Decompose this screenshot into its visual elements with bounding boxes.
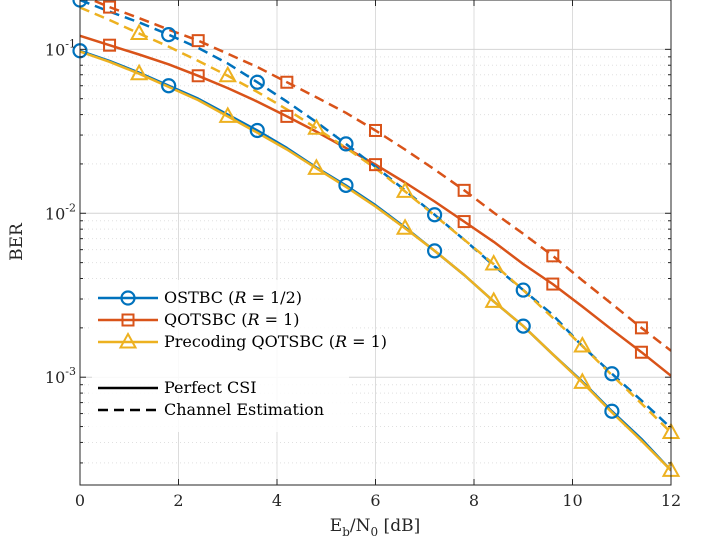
x-axis-label: Eb/N0 [dB] xyxy=(330,516,420,539)
legend-label-prefix: OSTBC ( xyxy=(164,288,234,307)
x-tick-label: 10 xyxy=(562,491,582,510)
legend-label-suffix: = 1) xyxy=(260,310,300,329)
y-tick-exponent: -3 xyxy=(65,365,76,378)
legend-label-prefix: QOTSBC ( xyxy=(164,310,248,329)
legend-label-var: R xyxy=(247,310,260,329)
legend-label-prefix: Precoding QOTSBC ( xyxy=(164,332,335,351)
legend-label: QOTSBC (R = 1) xyxy=(164,310,300,329)
y-tick-exponent: -2 xyxy=(65,201,76,214)
legend-label: OSTBC (R = 1/2) xyxy=(164,288,302,307)
xlabel-tail: [dB] xyxy=(378,516,420,536)
xlabel-mid: /N xyxy=(350,516,371,536)
legend: OSTBC (R = 1/2)QOTSBC (R = 1)Precoding Q… xyxy=(92,280,387,432)
x-tick-label: 8 xyxy=(469,491,479,510)
y-tick-label: 10-3 xyxy=(45,365,76,387)
legend-label: Perfect CSI xyxy=(164,378,257,397)
y-tick-base: 10 xyxy=(45,204,65,223)
x-tick-label: 4 xyxy=(272,491,282,510)
y-tick-label: 10-1 xyxy=(45,37,76,59)
legend-label-suffix: = 1) xyxy=(347,332,387,351)
y-tick-base: 10 xyxy=(45,368,65,387)
legend-label-var: R xyxy=(233,288,246,307)
x-tick-label: 12 xyxy=(661,491,681,510)
y-tick-label: 10-2 xyxy=(45,201,76,223)
legend-label: Channel Estimation xyxy=(164,400,324,419)
y-tick-base: 10 xyxy=(45,40,65,59)
x-tick-label: 2 xyxy=(173,491,183,510)
xlabel-main: E xyxy=(330,516,342,536)
x-tick-label: 6 xyxy=(370,491,380,510)
legend-label: Precoding QOTSBC (R = 1) xyxy=(164,332,387,351)
y-axis-label: BER xyxy=(7,222,27,261)
legend-label-suffix: = 1/2) xyxy=(246,288,302,307)
xlabel-sub2: 0 xyxy=(371,525,379,539)
x-tick-label: 0 xyxy=(75,491,85,510)
y-tick-exponent: -1 xyxy=(65,37,76,50)
legend-label-var: R xyxy=(334,332,347,351)
